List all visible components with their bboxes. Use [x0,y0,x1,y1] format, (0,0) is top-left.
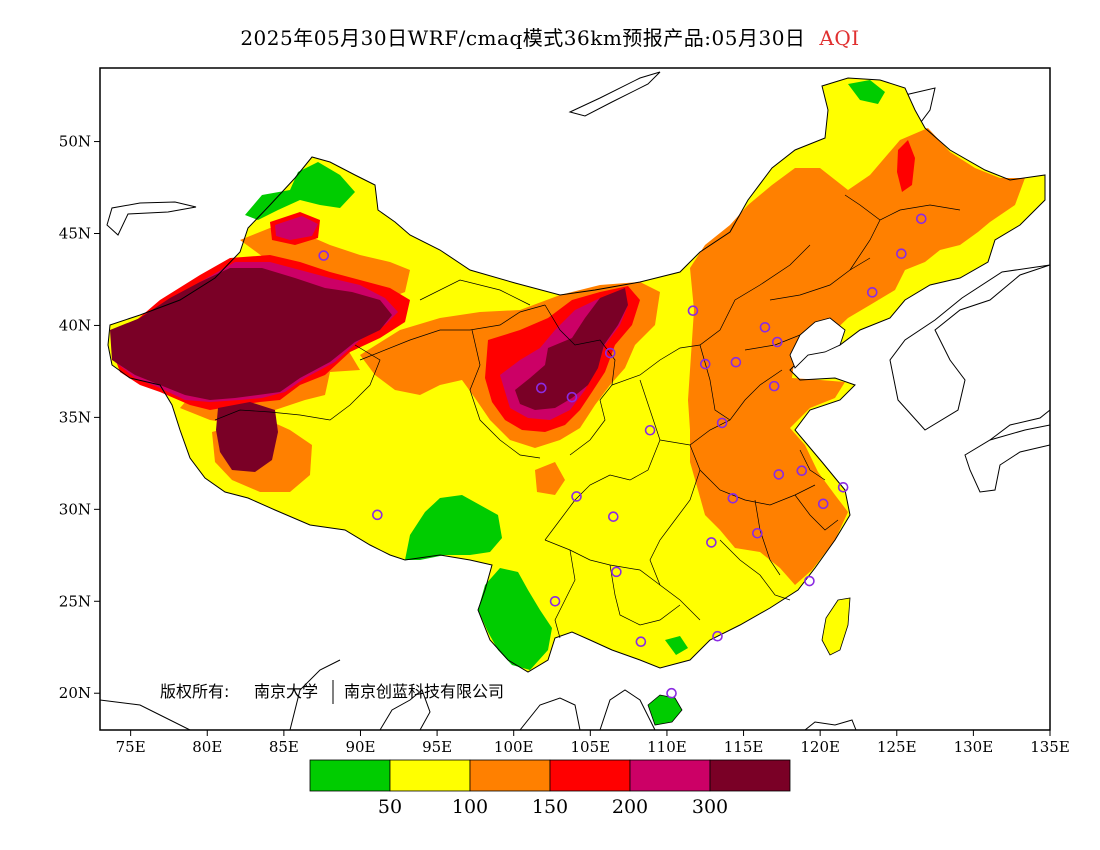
city-station-marker [549,595,561,607]
city-station-marker [730,356,742,368]
map-title-variable: AQI [819,26,860,50]
lat-tick-label: 20N [59,684,91,702]
city-station-marker [666,687,677,699]
aqi-zone-maroon-tibet [216,402,278,472]
lat-tick-label: 35N [59,408,91,426]
lat-tick-label: 25N [59,592,91,610]
city-station-marker [318,250,330,261]
city-station-marker [773,469,785,480]
city-station-marker [604,347,616,359]
province-borders [214,194,961,639]
city-station-marker [571,491,582,502]
legend-swatch [629,759,711,792]
map-title-main: 2025年05月30日WRF/cmaq模式36km预报产品:05月30日 [240,26,806,50]
lon-tick-label: 80E [192,738,222,756]
map-title: 2025年05月30日WRF/cmaq模式36km预报产品:05月30日 AQI [0,22,1100,51]
lon-tick-label: 100E [494,738,534,756]
legend-swatch [389,759,471,792]
city-station-marker [608,511,619,522]
lon-tick-label: 105E [571,738,611,756]
lon-tick-label: 95E [422,738,452,756]
lon-tick-label: 130E [954,738,994,756]
longitude-axis: 75E 80E 85E 90E 95E 100E 105E 110E 115E 120E 125E 1… [116,730,1070,756]
aqi-zone-green-hainan [648,695,682,725]
copyright-notice: 版权所有: 南京大学 南京创蓝科技有限公司 [160,680,504,704]
city-station-marker [759,321,771,333]
lon-tick-label: 115E [724,738,764,756]
lat-tick-label: 30N [59,500,91,518]
city-station-marker [752,527,763,539]
city-station-marker [644,424,656,436]
aqi-zone-magenta-junggar [275,216,318,240]
aqi-zone-maroon-west [110,268,392,400]
legend-swatch [549,759,631,792]
city-station-marker [535,382,547,394]
taiwan-island [821,597,851,656]
city-station-marker [727,492,739,504]
aqi-zone-orange-east [688,128,1025,585]
city-station-marker [566,391,578,403]
latitude-axis: 20N 25N 30N 35N 40N 45N 50N [59,133,100,702]
hainan-outline [647,694,683,726]
lon-tick-label: 135E [1030,738,1070,756]
aqi-zone-green-north [245,162,355,220]
city-station-marker [372,509,383,521]
lat-tick-label: 45N [59,225,91,243]
lon-tick-label: 90E [345,738,375,756]
legend-label: 50 [378,796,402,818]
city-station-marker [611,566,622,578]
aqi-zone-green-yunnan [478,568,552,670]
city-station-marker [915,213,927,225]
map-content [100,71,1050,730]
aqi-zone-green-tibet [405,495,502,560]
city-station-marker [896,248,907,260]
bohai-coast [789,317,846,369]
city-station-marker [796,465,808,477]
aqi-legend: 50 100 150 200 300 [309,759,791,818]
city-station-marker [804,575,815,587]
city-stations [318,213,927,699]
lon-tick-label: 75E [116,738,146,756]
city-station-marker [712,630,723,642]
city-station-marker [687,305,699,317]
legend-swatch [309,759,391,792]
city-station-marker [768,380,780,392]
legend-label: 100 [452,796,488,818]
copyright-label: 版权所有: [160,682,229,701]
city-station-marker [817,498,829,510]
legend-swatch [469,759,551,792]
lat-tick-label: 50N [59,133,91,151]
legend-swatch [709,759,791,792]
legend-label: 300 [692,796,728,818]
neighbor-borders [100,71,1050,730]
lon-tick-label: 120E [800,738,840,756]
aqi-zone-red-northeast [897,140,915,192]
lon-tick-label: 85E [269,738,299,756]
map-frame [99,67,1051,731]
aqi-zone-green-guangxi [665,636,688,655]
copyright-org2: 南京创蓝科技有限公司 [344,682,504,701]
city-station-marker [635,636,647,648]
aqi-zone-green-northeast [848,80,885,104]
lat-tick-label: 40N [59,316,91,334]
city-station-marker [837,481,849,493]
lon-tick-label: 125E [877,738,917,756]
city-station-marker [699,358,711,370]
legend-label: 150 [532,796,568,818]
aqi-zone-maroon-central [515,288,628,410]
lon-tick-label: 110E [647,738,687,756]
city-station-marker [706,537,717,548]
copyright-org1: 南京大学 [254,682,318,701]
city-station-marker [716,417,728,429]
legend-label: 200 [612,796,648,818]
city-station-marker [771,336,783,348]
city-station-marker [866,287,878,298]
aqi-zone-orange-sichuan [535,462,565,495]
